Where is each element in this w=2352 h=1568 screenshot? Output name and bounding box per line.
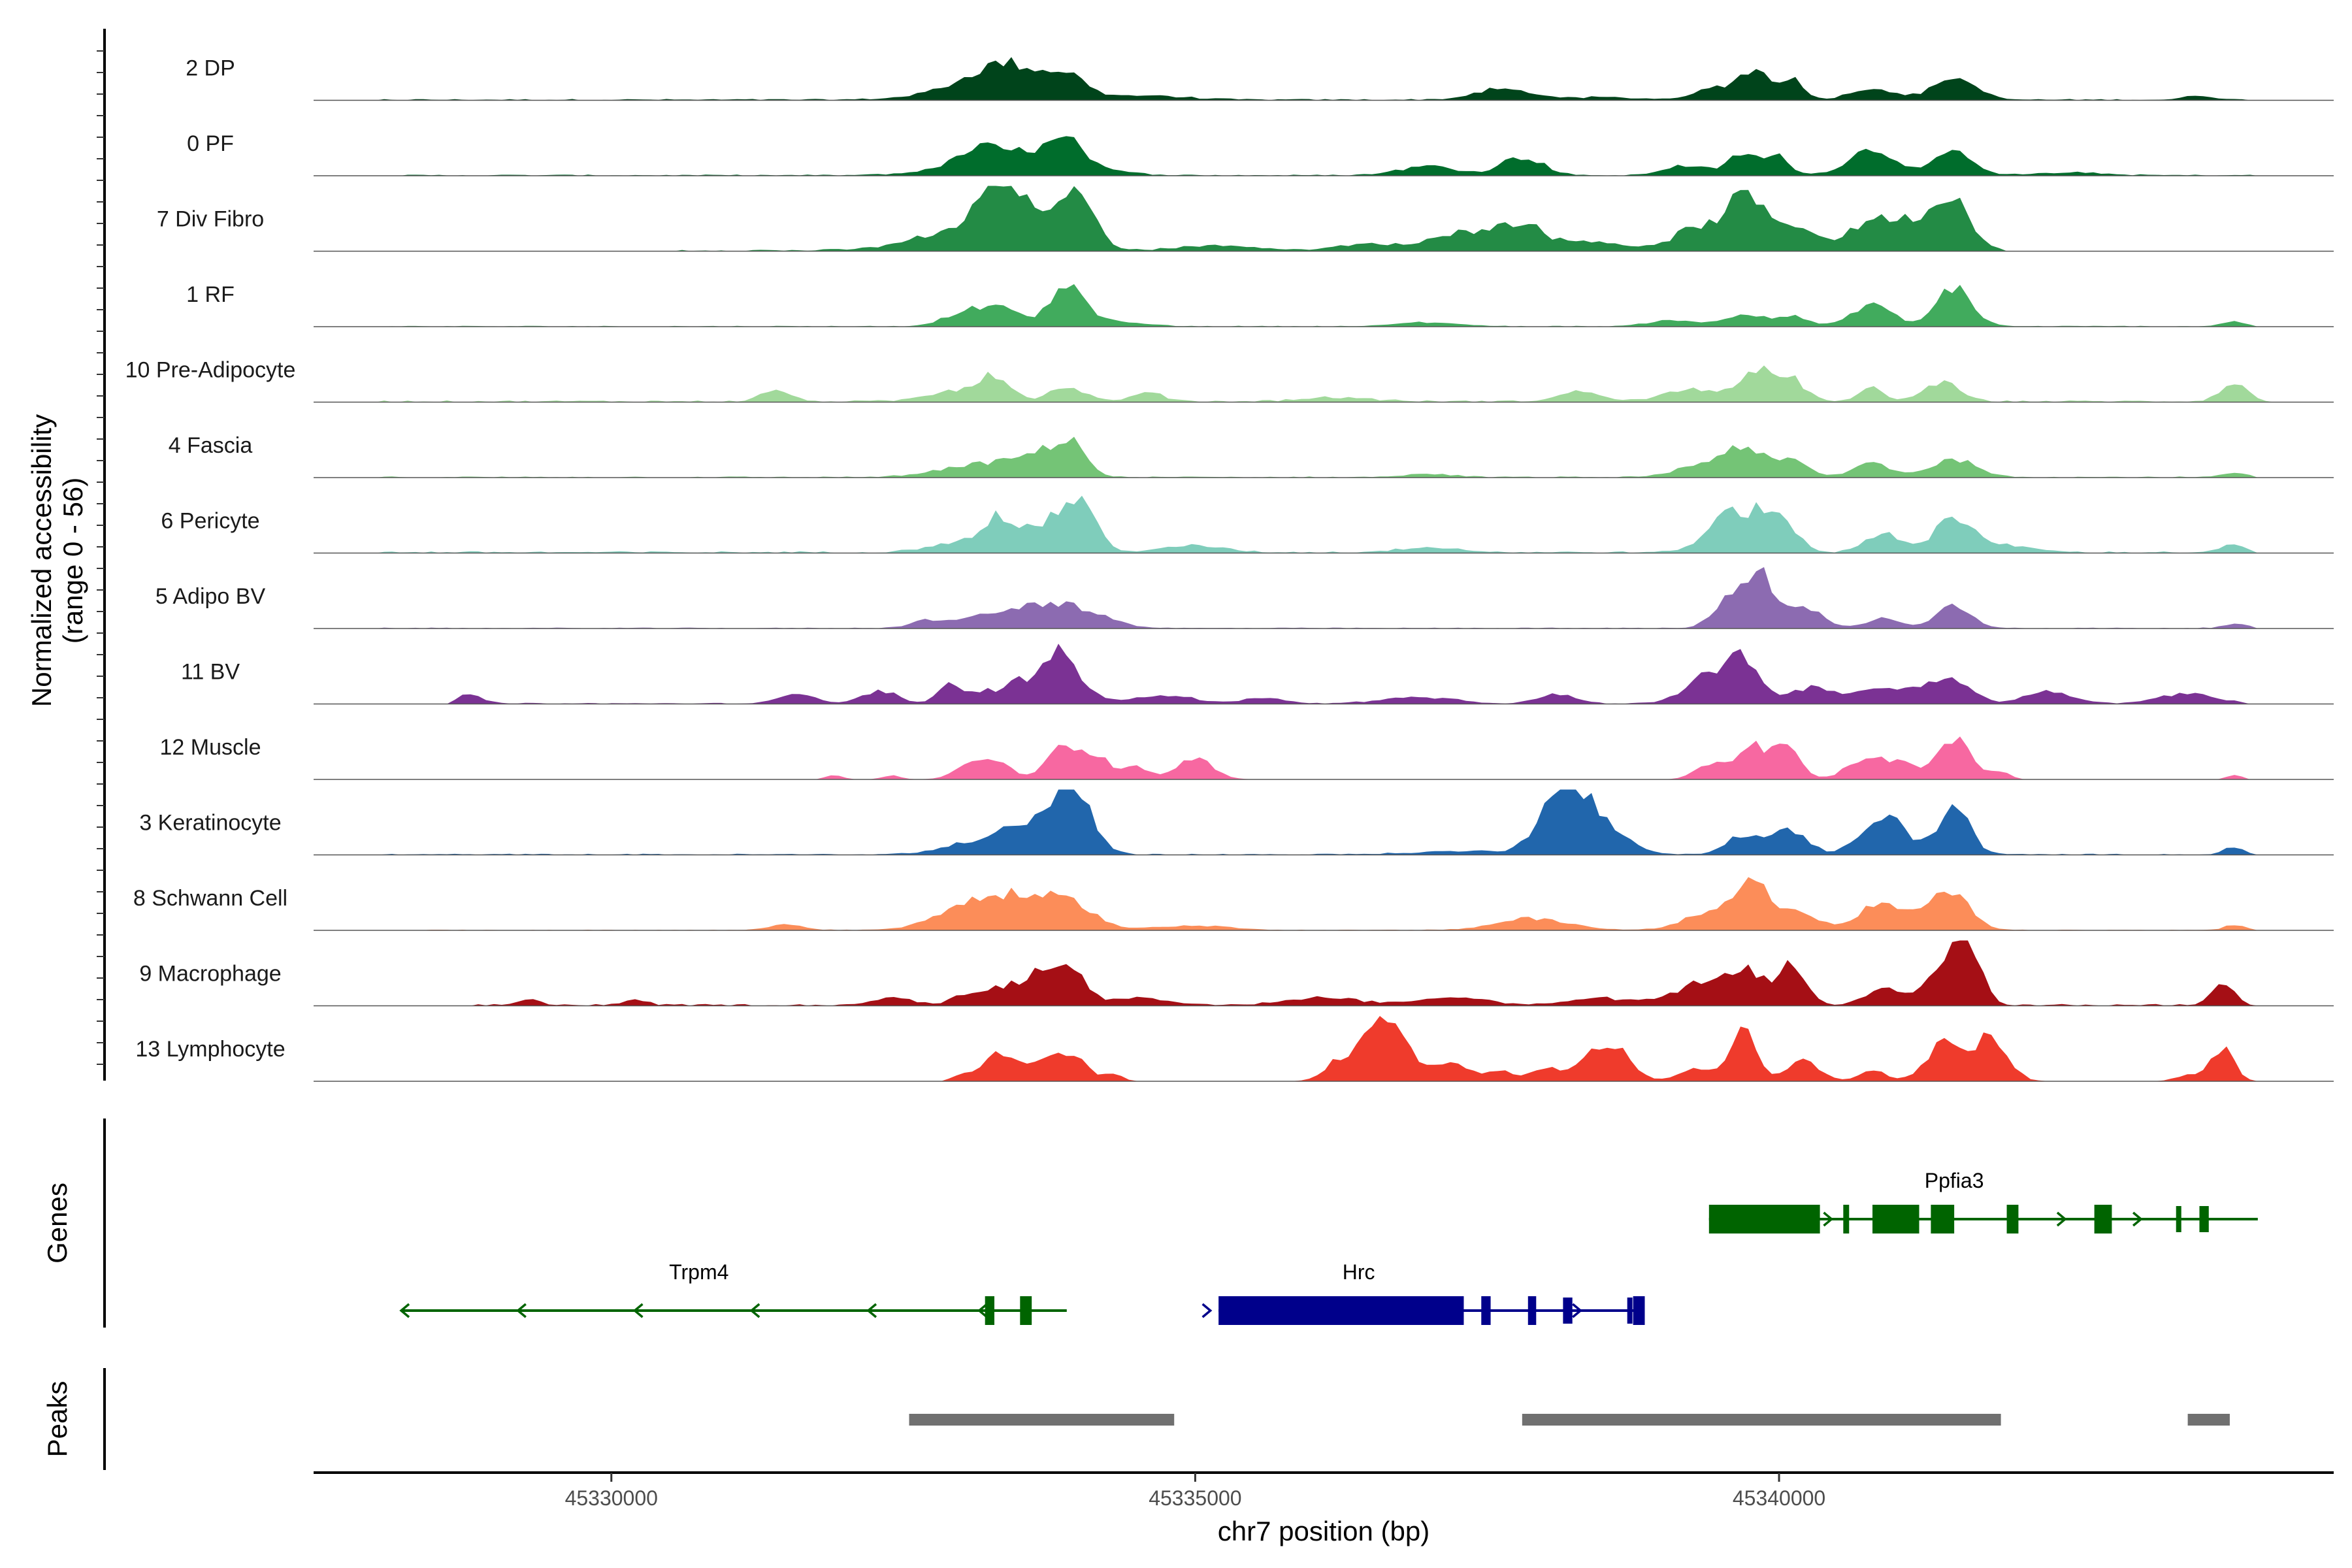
strand-arrow-ppfia3-2 [2056, 1211, 2067, 1227]
gene-exon-hrc-5 [1627, 1298, 1633, 1324]
peak-bar-3 [2187, 1414, 2230, 1426]
track-label-9: 11 BV [181, 660, 240, 685]
track-label-11: 3 Keratinocyte [139, 811, 281, 836]
track-label-5: 10 Pre-Adipocyte [125, 358, 296, 383]
strand-arrow-trpm4-5 [866, 1303, 877, 1318]
x-tick-label-1: 45330000 [565, 1486, 658, 1510]
genes-panel-label: Genes [42, 1183, 73, 1264]
strand-arrow-ppfia3-3 [2132, 1211, 2143, 1227]
strand-arrow-hrc-2 [1572, 1303, 1582, 1318]
coverage-area-3 [314, 186, 2334, 252]
x-axis-ticks: 45330000 45335000 45340000 [565, 1473, 1825, 1510]
gene-exon-trpm4-1 [985, 1296, 994, 1325]
gene-exon-ppfia3-8 [2199, 1206, 2209, 1232]
track-label-12: 8 Schwann Cell [133, 886, 287, 911]
coverage-area-7 [314, 495, 2334, 553]
x-axis-title: chr7 position (bp) [1218, 1516, 1430, 1546]
coverage-area-4 [314, 284, 2334, 327]
y-axis-title-line2: (range 0 - 56) [57, 478, 88, 644]
coverage-tracks [314, 57, 2334, 1082]
track-label-6: 4 Fascia [169, 433, 253, 458]
coverage-area-11 [314, 789, 2334, 855]
strand-arrow-trpm4-1 [399, 1303, 410, 1318]
track-label-13: 9 Macrophage [139, 962, 281, 987]
gene-exon-ppfia3-3 [1872, 1205, 1919, 1233]
track-label-10: 12 Muscle [160, 735, 261, 760]
peak-bar-2 [1522, 1414, 2001, 1426]
y-axis-title-line1: Normalized accessibility [26, 414, 57, 707]
track-label-1: 2 DP [186, 56, 235, 81]
coverage-area-10 [314, 736, 2334, 779]
strand-arrow-ppfia3-1 [1823, 1211, 1834, 1227]
gene-label-hrc: Hrc [1343, 1260, 1375, 1284]
genes-track: Ppfia3 Trpm4 Hrc [399, 1169, 2258, 1325]
gene-exon-hrc-4 [1563, 1298, 1573, 1324]
gene-exon-trpm4-2 [1020, 1296, 1032, 1325]
gene-exon-ppfia3-1 [1708, 1205, 1820, 1233]
coverage-area-13 [314, 940, 2334, 1006]
coverage-area-5 [314, 365, 2334, 402]
track-label-7: 6 Pericyte [161, 509, 259, 534]
x-tick-label-3: 45340000 [1733, 1486, 1825, 1510]
track-label-3: 7 Div Fibro [157, 207, 264, 232]
peak-bar-1 [909, 1414, 1175, 1426]
gene-exon-hrc-3 [1527, 1296, 1537, 1325]
track-label-2: 0 PF [187, 131, 234, 156]
coverage-area-6 [314, 436, 2334, 478]
x-tick-label-2: 45335000 [1149, 1486, 1241, 1510]
track-label-8: 5 Adipo BV [155, 584, 266, 609]
coverage-area-9 [314, 644, 2334, 704]
gene-exon-ppfia3-4 [1931, 1205, 1955, 1233]
gene-exon-ppfia3-2 [1843, 1205, 1850, 1233]
track-labels: 2 DP 0 PF 7 Div Fibro 1 RF 10 Pre-Adipocyte 4… [125, 56, 296, 1062]
track-label-14: 13 Lymphocyte [135, 1037, 285, 1062]
coverage-area-2 [314, 136, 2334, 176]
strand-arrow-trpm4-4 [749, 1303, 760, 1318]
coverage-area-1 [314, 57, 2334, 101]
track-label-4: 1 RF [186, 282, 235, 307]
gene-exon-ppfia3-7 [2176, 1206, 2181, 1232]
gene-exon-hrc-6 [1633, 1296, 1645, 1325]
coverage-area-12 [314, 877, 2334, 930]
gene-label-ppfia3: Ppfia3 [1925, 1169, 1984, 1192]
gene-exon-ppfia3-5 [2006, 1205, 2019, 1233]
accessibility-y-axis [97, 29, 106, 1081]
gene-exon-ppfia3-6 [2094, 1205, 2112, 1233]
peaks-track [909, 1414, 2230, 1426]
coverage-area-14 [314, 1016, 2334, 1081]
strand-arrow-hrc-1 [1201, 1303, 1213, 1318]
strand-arrow-trpm4-3 [632, 1303, 644, 1318]
gene-exon-hrc-1 [1218, 1296, 1464, 1325]
gene-label-trpm4: Trpm4 [669, 1260, 728, 1284]
peaks-panel-label: Peaks [42, 1381, 73, 1458]
strand-arrow-trpm4-6 [977, 1303, 988, 1318]
gene-exon-hrc-2 [1481, 1296, 1491, 1325]
strand-arrow-trpm4-2 [516, 1303, 527, 1318]
coverage-area-8 [314, 567, 2334, 629]
